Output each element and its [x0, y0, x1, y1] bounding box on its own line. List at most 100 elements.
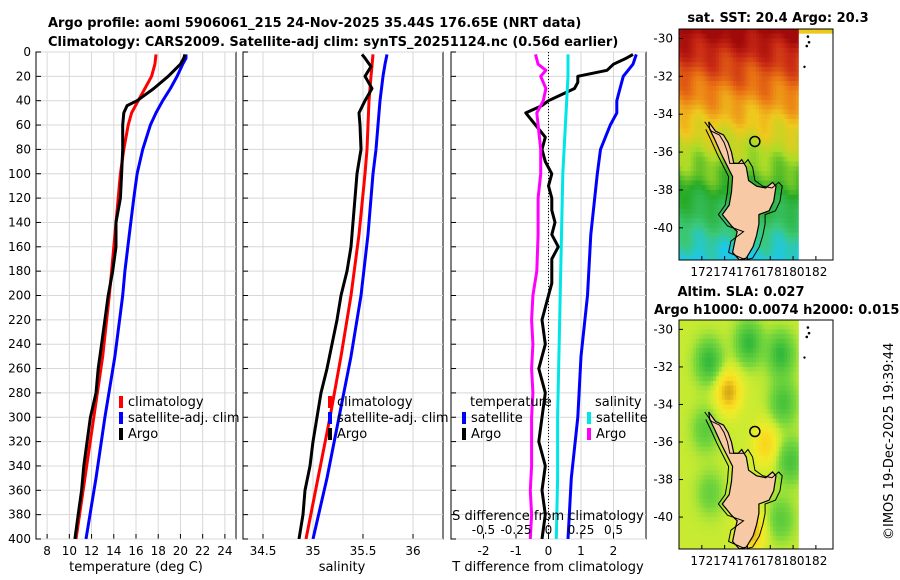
- heatmap-cell: [810, 118, 814, 125]
- heatmap-cell: [701, 208, 706, 215]
- heatmap-cell: [687, 479, 692, 485]
- heatmap-cell: [679, 171, 683, 177]
- heatmap-cell: [696, 133, 700, 139]
- heatmap-cell: [804, 488, 808, 495]
- heatmap-cell: [718, 395, 723, 401]
- heatmap-cell: [724, 223, 729, 229]
- heatmap-cell: [753, 29, 757, 35]
- heatmap-cell: [776, 343, 780, 349]
- heatmap-cell: [684, 242, 689, 248]
- heatmap-cell: [813, 85, 817, 92]
- heatmap-cell: [815, 137, 820, 144]
- heatmap-cell: [679, 199, 683, 205]
- heatmap-cell: [807, 133, 811, 139]
- heatmap-cell: [693, 152, 697, 158]
- heatmap-cell: [830, 334, 833, 340]
- heatmap-cell: [830, 376, 833, 382]
- heatmap-cell: [707, 442, 711, 448]
- heatmap-cell: [773, 465, 777, 471]
- heatmap-cell: [707, 385, 711, 391]
- heatmap-cell: [727, 334, 731, 340]
- heatmap-cell: [773, 446, 777, 452]
- heatmap-cell: [804, 242, 808, 248]
- heatmap-cell: [699, 123, 703, 129]
- heatmap-cell: [681, 171, 686, 177]
- heatmap-cell: [681, 437, 686, 443]
- heatmap-cell: [710, 242, 714, 248]
- heatmap-cell: [707, 204, 711, 210]
- heatmap-cell: [764, 66, 769, 73]
- heatmap-cell: [827, 109, 831, 115]
- heatmap-cell: [710, 142, 714, 148]
- heatmap-cell: [767, 208, 771, 215]
- heatmap-cell: [718, 484, 723, 490]
- heatmap-cell: [821, 329, 826, 335]
- heatmap-cell: [827, 334, 831, 340]
- heatmap-cell: [813, 109, 817, 115]
- heatmap-cell: [718, 246, 723, 252]
- heatmap-cell: [773, 180, 777, 186]
- heatmap-cell: [727, 118, 731, 125]
- heatmap-cell: [699, 366, 703, 373]
- heatmap-cell: [741, 409, 746, 415]
- heatmap-cell: [747, 427, 751, 434]
- heatmap-cell: [818, 246, 823, 252]
- x-tick-label: 35: [305, 544, 320, 558]
- heatmap-cell: [681, 371, 686, 377]
- heatmap-cell: [736, 152, 740, 158]
- heatmap-cell: [747, 118, 751, 125]
- heatmap-cell: [721, 185, 726, 191]
- heatmap-cell: [753, 104, 757, 110]
- heatmap-cell: [730, 66, 734, 73]
- heatmap-cell: [793, 427, 797, 434]
- heatmap-cell: [687, 199, 692, 205]
- heatmap-cell: [790, 194, 794, 200]
- heatmap-cell: [815, 470, 820, 476]
- heatmap-cell: [721, 62, 726, 68]
- heatmap-cell: [687, 232, 692, 238]
- heatmap-cell: [710, 147, 714, 153]
- heatmap-cell: [815, 493, 820, 499]
- heatmap-cell: [827, 474, 831, 481]
- heatmap-cell: [793, 385, 797, 391]
- heatmap-cell: [787, 338, 791, 345]
- heatmap-cell: [810, 156, 814, 163]
- heatmap-cell: [704, 100, 709, 106]
- lat-tick-label: -30: [653, 31, 673, 45]
- heatmap-cell: [750, 104, 754, 110]
- heatmap-cell: [733, 133, 737, 139]
- heatmap-cell: [733, 43, 737, 49]
- heatmap-cell: [815, 223, 820, 229]
- heatmap-cell: [810, 85, 814, 92]
- heatmap-cell: [778, 137, 783, 144]
- heatmap-cell: [727, 474, 731, 481]
- heatmap-cell: [699, 334, 703, 340]
- heatmap-cell: [704, 208, 709, 215]
- heatmap-cell: [718, 390, 723, 396]
- heatmap-cell: [813, 324, 817, 330]
- heatmap-cell: [713, 385, 717, 391]
- heatmap-cell: [821, 227, 826, 234]
- heatmap-cell: [801, 166, 806, 172]
- heatmap-cell: [767, 352, 771, 359]
- heatmap-cell: [713, 171, 717, 177]
- heatmap-cell: [767, 43, 771, 49]
- heatmap-cell: [727, 95, 731, 101]
- heatmap-cell: [764, 33, 769, 39]
- heatmap-cell: [704, 390, 709, 396]
- heatmap-cell: [776, 52, 780, 58]
- heatmap-cell: [787, 470, 791, 476]
- heatmap-cell: [699, 381, 703, 387]
- heatmap-cell: [793, 85, 797, 92]
- heatmap-cell: [747, 460, 751, 467]
- heatmap-cell: [710, 446, 714, 452]
- heatmap-cell: [718, 199, 723, 205]
- heatmap-cell: [813, 199, 817, 205]
- heatmap-cell: [707, 460, 711, 467]
- heatmap-cell: [679, 376, 683, 382]
- heatmap-cell: [707, 479, 711, 485]
- heatmap-cell: [776, 376, 780, 382]
- heatmap-cell: [744, 109, 749, 115]
- heatmap-cell: [701, 123, 706, 129]
- heatmap-cell: [756, 33, 760, 39]
